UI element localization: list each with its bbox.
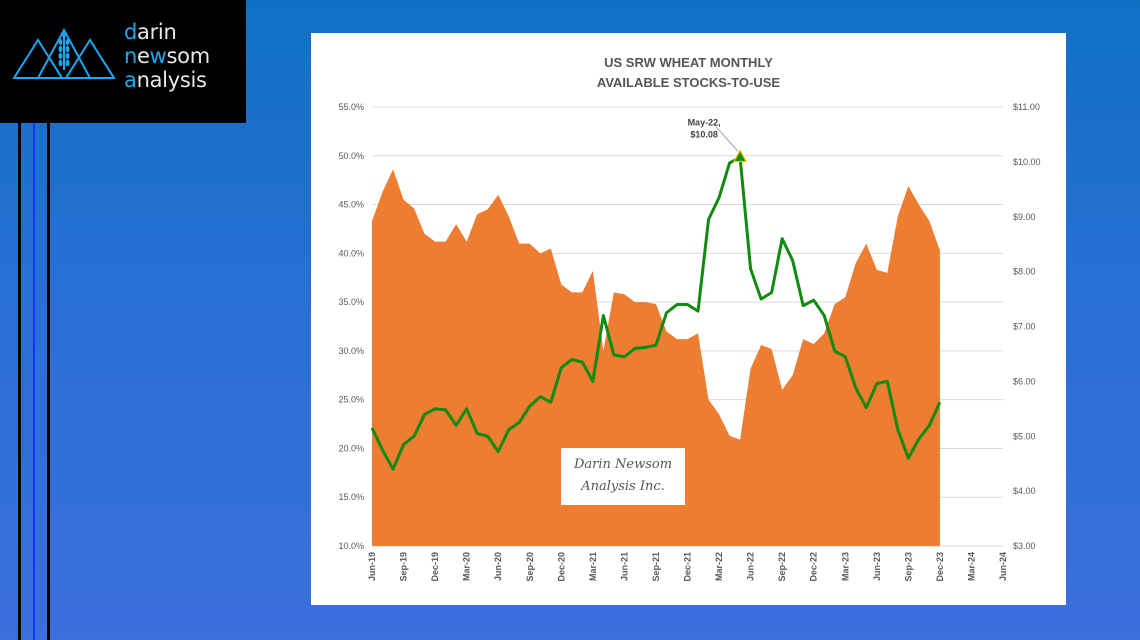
right-axis: $11.00 $10.00 $9.00 $8.00 $7.00 $6.00 $5.00 $4.…	[1013, 102, 1041, 551]
wheat-mountains-icon	[12, 27, 116, 79]
logo-line-3: analysis	[124, 68, 207, 92]
right-tick-label: $6.00	[1013, 376, 1036, 386]
right-tick-label: $9.00	[1013, 212, 1036, 222]
chart-plot: 55.0% 50.0% 45.0% 40.0% 35.0% 30.0% 25.0% 20.0%…	[338, 102, 1041, 582]
x-tick-label: Sep-19	[399, 552, 409, 582]
price-line-series	[370, 155, 942, 471]
logo-line-1: darin	[124, 20, 177, 44]
x-tick-label: Dec-19	[430, 552, 440, 582]
x-tick-label: Sep-23	[903, 552, 913, 582]
x-tick-label: Mar-22	[714, 552, 724, 581]
logo: darin newsom analysis	[0, 0, 246, 123]
x-tick-label: Sep-21	[651, 552, 661, 582]
annotation-label-price: $10.08	[690, 129, 718, 139]
peak-annotation: May-22, $10.08	[688, 117, 748, 163]
left-tick-label: 55.0%	[338, 102, 364, 112]
annotation-leader-line	[713, 124, 739, 152]
right-tick-label: $4.00	[1013, 486, 1036, 496]
x-tick-label: Sep-20	[525, 552, 535, 582]
chart-title-line-2: AVAILABLE STOCKS-TO-USE	[596, 75, 781, 90]
right-tick-label: $8.00	[1013, 267, 1036, 277]
x-tick-label: Dec-23	[935, 552, 945, 582]
annotation-label-date: May-22,	[688, 117, 721, 127]
left-tick-label: 40.0%	[338, 248, 364, 258]
x-tick-label: Mar-21	[588, 552, 598, 581]
x-tick-label: Jun-19	[367, 552, 377, 581]
decorative-rule-accent	[33, 123, 35, 640]
watermark-line-2: Analysis Inc.	[581, 479, 665, 494]
logo-wordmark: darin newsom analysis	[124, 20, 210, 92]
x-tick-label: Dec-22	[809, 552, 819, 582]
right-tick-label: $5.00	[1013, 431, 1036, 441]
right-tick-label: $7.00	[1013, 322, 1036, 332]
decorative-rule	[18, 123, 21, 640]
watermark: Darin Newsom Analysis Inc.	[561, 448, 685, 505]
x-tick-label: Dec-21	[683, 552, 693, 582]
chart-title-line-1: US SRW WHEAT MONTHLY	[604, 55, 773, 70]
left-axis: 55.0% 50.0% 45.0% 40.0% 35.0% 30.0% 25.0% 20.0%…	[338, 102, 364, 551]
left-tick-label: 25.0%	[338, 395, 364, 405]
x-tick-label: Jun-22	[746, 552, 756, 581]
left-tick-label: 30.0%	[338, 346, 364, 356]
left-tick-label: 15.0%	[338, 492, 364, 502]
decorative-rule	[47, 123, 50, 640]
left-tick-label: 20.0%	[338, 443, 364, 453]
chart-card: US SRW WHEAT MONTHLY AVAILABLE STOCKS-TO…	[311, 33, 1066, 605]
left-tick-label: 35.0%	[338, 297, 364, 307]
price-line	[370, 155, 942, 471]
logo-line-2: newsom	[124, 44, 210, 68]
x-tick-label: Mar-23	[840, 552, 850, 581]
x-axis: Jun-19 Sep-19 Dec-19 Mar-20 Jun-20 Sep-20 Dec-…	[367, 552, 1008, 582]
x-tick-label: Jun-23	[872, 552, 882, 581]
x-tick-label: Dec-20	[556, 552, 566, 582]
left-tick-label: 50.0%	[338, 151, 364, 161]
right-tick-label: $3.00	[1013, 541, 1036, 551]
peak-triangle-marker	[733, 149, 748, 163]
left-tick-label: 45.0%	[338, 200, 364, 210]
watermark-line-1: Darin Newsom	[573, 457, 673, 472]
right-tick-label: $11.00	[1013, 102, 1040, 112]
x-tick-label: Jun-21	[619, 552, 629, 581]
chart-title: US SRW WHEAT MONTHLY AVAILABLE STOCKS-TO…	[311, 53, 1066, 93]
x-tick-label: Jun-24	[998, 552, 1008, 581]
x-tick-label: Mar-24	[966, 552, 976, 581]
left-tick-label: 10.0%	[338, 541, 364, 551]
stocks-area-series	[372, 169, 940, 547]
x-tick-label: Sep-22	[777, 552, 787, 582]
x-tick-label: Mar-20	[462, 552, 472, 581]
right-tick-label: $10.00	[1013, 157, 1041, 167]
stocks-area	[372, 169, 940, 547]
x-tick-label: Jun-20	[493, 552, 503, 581]
